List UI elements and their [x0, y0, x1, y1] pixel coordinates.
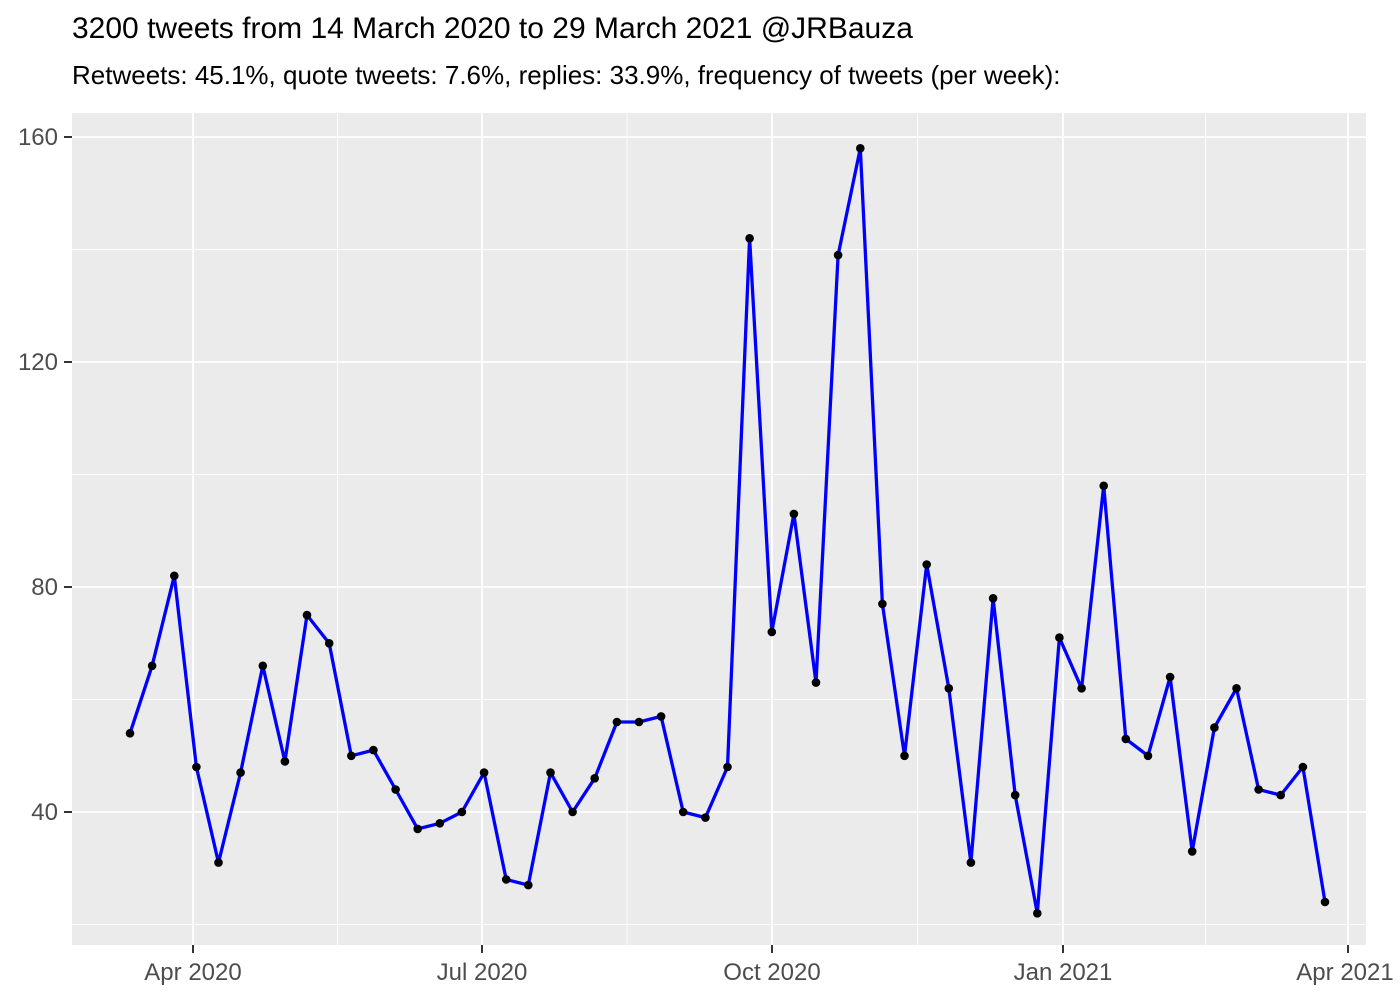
- data-point: [1232, 684, 1241, 693]
- data-point: [214, 858, 223, 867]
- data-point: [369, 745, 378, 755]
- data-point: [170, 571, 179, 581]
- data-point: [590, 774, 599, 783]
- data-point: [258, 661, 268, 671]
- data-point: [789, 509, 799, 519]
- data-point: [767, 627, 777, 637]
- chart-title: 3200 tweets from 14 March 2020 to 29 Mar…: [72, 12, 913, 45]
- data-point: [1077, 684, 1086, 693]
- data-point: [878, 599, 887, 609]
- data-point: [1033, 909, 1042, 918]
- data-point: [302, 610, 312, 620]
- data-point: [1187, 847, 1197, 856]
- data-point: [324, 639, 334, 648]
- data-point: [988, 594, 998, 603]
- data-point: [501, 875, 511, 884]
- data-point: [1276, 790, 1285, 800]
- data-point: [1254, 785, 1263, 794]
- data-point: [656, 712, 666, 721]
- y-tick-label: 80: [31, 574, 58, 601]
- data-point: [1010, 790, 1020, 800]
- data-point: [546, 768, 555, 777]
- data-point: [1320, 897, 1330, 907]
- data-point: [1298, 762, 1308, 772]
- x-tick-label: Apr 2021: [1296, 959, 1393, 986]
- y-tick-label: 120: [18, 349, 58, 376]
- data-point: [701, 813, 710, 822]
- plot-panel: [72, 113, 1366, 945]
- data-point: [125, 729, 135, 738]
- data-point: [856, 144, 865, 153]
- data-point: [1210, 723, 1219, 732]
- data-point: [280, 757, 290, 766]
- data-point: [723, 762, 732, 772]
- data-point: [435, 819, 445, 828]
- data-point: [347, 751, 356, 761]
- data-point: [612, 717, 622, 727]
- data-point: [1143, 751, 1153, 761]
- x-tick-label: Apr 2020: [144, 959, 241, 986]
- x-tick-label: Jul 2020: [437, 959, 528, 986]
- data-point: [944, 684, 954, 693]
- x-tick-label: Jan 2021: [1014, 959, 1113, 986]
- data-point: [192, 762, 201, 772]
- data-point: [678, 807, 688, 817]
- data-point: [413, 824, 423, 834]
- chart-subtitle: Retweets: 45.1%, quote tweets: 7.6%, rep…: [72, 60, 1061, 90]
- y-tick-label: 40: [31, 799, 58, 826]
- data-point: [524, 880, 533, 890]
- data-point: [833, 250, 843, 260]
- y-tick-label: 160: [18, 124, 58, 151]
- data-point: [479, 768, 489, 777]
- data-point: [391, 785, 400, 794]
- data-point: [900, 751, 909, 761]
- data-point: [236, 768, 245, 777]
- data-point: [568, 807, 577, 817]
- data-point: [1055, 633, 1064, 642]
- data-point: [922, 560, 931, 569]
- data-point: [147, 661, 157, 671]
- data-point: [1121, 734, 1131, 744]
- x-tick-label: Oct 2020: [723, 959, 820, 986]
- data-point: [1165, 672, 1175, 682]
- data-point: [457, 807, 467, 817]
- data-point: [745, 234, 754, 243]
- data-point: [1099, 481, 1108, 491]
- data-point: [966, 858, 976, 867]
- data-point: [634, 717, 644, 727]
- data-point: [811, 678, 821, 687]
